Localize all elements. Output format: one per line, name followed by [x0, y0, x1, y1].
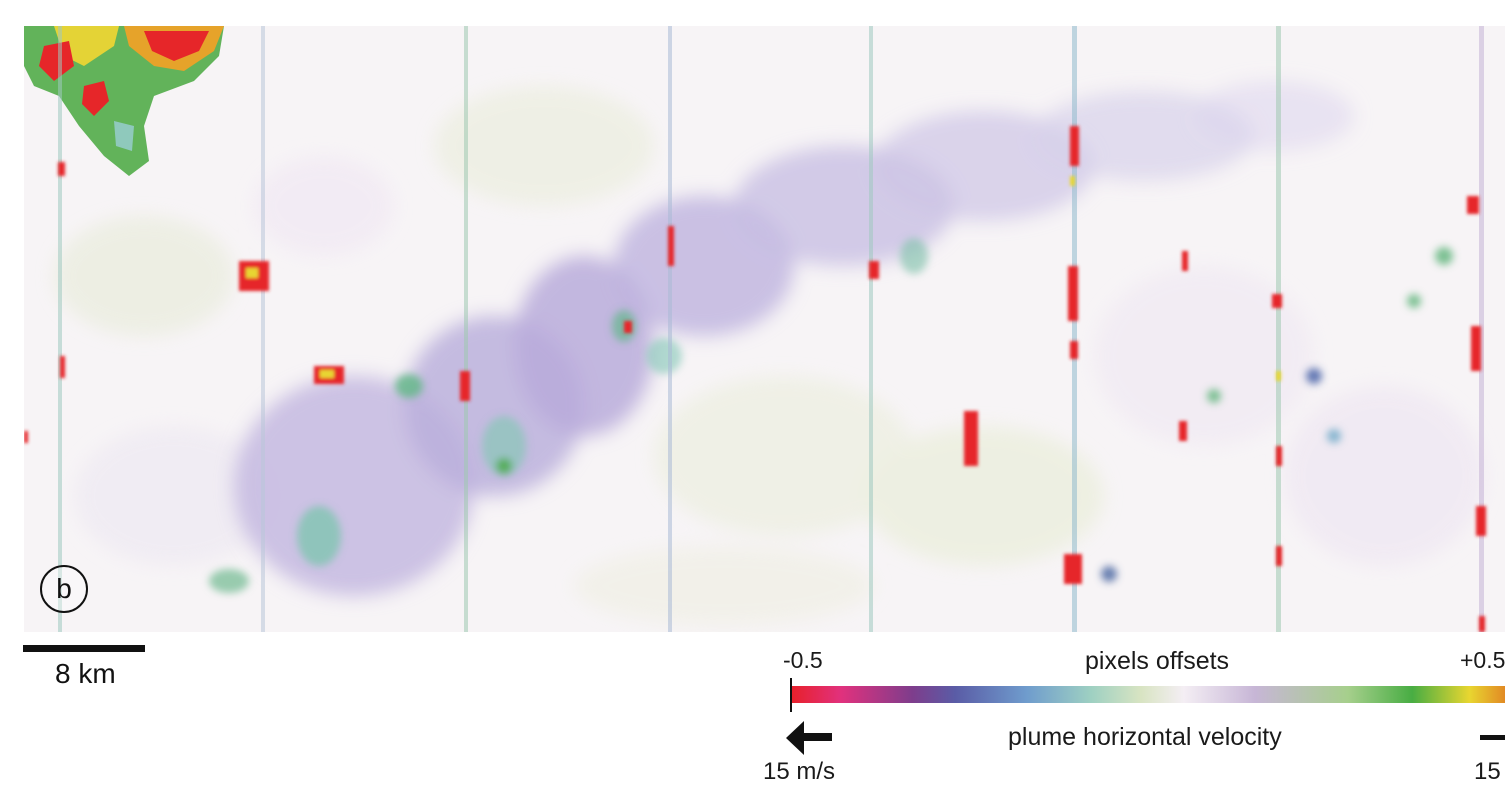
arrow-left-icon	[786, 721, 832, 755]
colorbar-max-label: +0.5	[1460, 647, 1505, 673]
colorbar-min-label: -0.5	[783, 647, 823, 673]
offset-map	[24, 26, 1505, 632]
colorbar-zero-tick	[790, 678, 792, 712]
speed-left-label: 15 m/s	[763, 758, 836, 785]
colorbar-title: pixels offsets	[1085, 647, 1230, 675]
plume-offset-band	[234, 81, 1354, 596]
panel-label: b	[40, 565, 88, 613]
saturated-speckles	[24, 126, 1486, 632]
plume-inner-patches	[209, 238, 1453, 593]
background-noise	[54, 86, 1484, 626]
swath-stripes	[58, 26, 1484, 632]
colorbar	[791, 686, 1505, 703]
arrow-right-icon	[1480, 735, 1505, 740]
offset-field-image	[24, 26, 1486, 632]
scale-bar	[23, 645, 145, 652]
top-left-hotspot	[24, 26, 224, 176]
scale-bar-label: 8 km	[55, 658, 116, 689]
speed-right-label: 15	[1474, 758, 1501, 785]
velocity-label: plume horizontal velocity	[1008, 723, 1282, 751]
